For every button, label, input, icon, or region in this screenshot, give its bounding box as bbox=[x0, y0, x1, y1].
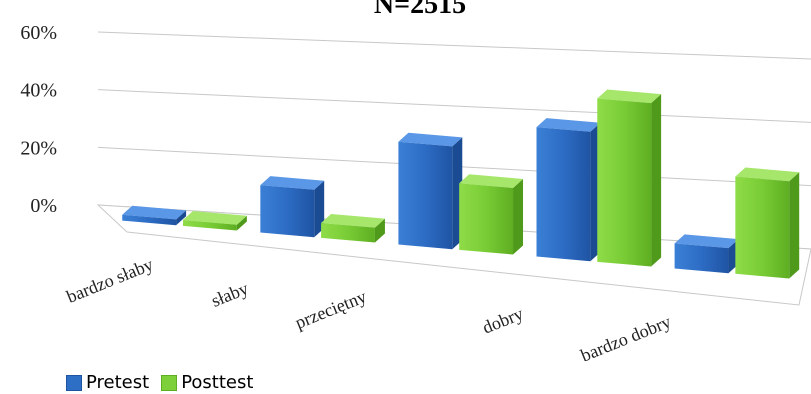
bar-pretest bbox=[398, 132, 463, 250]
bar-posttest bbox=[459, 174, 524, 255]
bar-front bbox=[398, 141, 453, 250]
bar-front bbox=[122, 214, 177, 226]
bar-posttest bbox=[321, 213, 385, 243]
bar-front bbox=[260, 185, 315, 238]
bar-top bbox=[182, 211, 247, 225]
gridline bbox=[97, 31, 811, 60]
legend-label-pretest: Pretest bbox=[86, 372, 150, 393]
bar-front bbox=[321, 222, 375, 243]
bar-front bbox=[459, 183, 514, 255]
bar-top bbox=[321, 213, 385, 228]
bar-side bbox=[236, 215, 247, 231]
bars bbox=[122, 89, 800, 279]
bar-top bbox=[260, 176, 325, 190]
chart-title: N=2515 bbox=[374, 0, 466, 20]
bar-front bbox=[674, 243, 729, 274]
bar-posttest bbox=[182, 211, 247, 231]
bar-pretest bbox=[260, 176, 325, 238]
bar-front bbox=[182, 220, 237, 231]
x-tick-label: dobry bbox=[480, 303, 526, 337]
bar-top bbox=[122, 205, 187, 220]
x-tick-label: bardzo dobry bbox=[578, 311, 674, 365]
bar-side bbox=[651, 94, 662, 267]
y-axis-labels: 0% 20% 40% 60% bbox=[20, 22, 57, 217]
bar-front bbox=[735, 176, 790, 279]
bar-side bbox=[374, 218, 385, 243]
bar-front bbox=[597, 98, 652, 267]
bar-top bbox=[459, 174, 524, 188]
bar-top bbox=[597, 89, 662, 104]
x-tick-label: bardzo słaby bbox=[64, 254, 156, 307]
legend: Pretest Posttest bbox=[66, 372, 253, 393]
bar-side bbox=[176, 210, 187, 226]
y-tick-label: 20% bbox=[20, 137, 57, 159]
legend-label-posttest: Posttest bbox=[181, 372, 254, 393]
legend-item-pretest: Pretest bbox=[66, 372, 149, 393]
bar-pretest bbox=[674, 234, 739, 274]
legend-item-posttest: Posttest bbox=[161, 372, 253, 393]
bar-posttest bbox=[735, 167, 800, 279]
legend-swatch-pretest bbox=[66, 374, 82, 391]
y-tick-label: 0% bbox=[30, 195, 57, 217]
y-tick-label: 40% bbox=[20, 80, 57, 102]
legend-swatch-posttest bbox=[161, 374, 178, 391]
y-tick-label: 60% bbox=[20, 22, 57, 44]
bar-side bbox=[789, 172, 800, 279]
x-tick-label: przeciętny bbox=[292, 286, 369, 333]
bar-pretest bbox=[122, 205, 187, 226]
bar-top bbox=[674, 234, 739, 249]
bar-top bbox=[735, 167, 800, 182]
bar-front bbox=[536, 127, 591, 262]
bar-side bbox=[513, 178, 524, 255]
x-tick-label: słaby bbox=[208, 278, 251, 311]
bar-top bbox=[398, 132, 463, 147]
bar-posttest bbox=[597, 89, 662, 267]
gridline bbox=[97, 89, 811, 123]
bar-pretest bbox=[536, 118, 601, 262]
bar-top bbox=[536, 118, 601, 132]
